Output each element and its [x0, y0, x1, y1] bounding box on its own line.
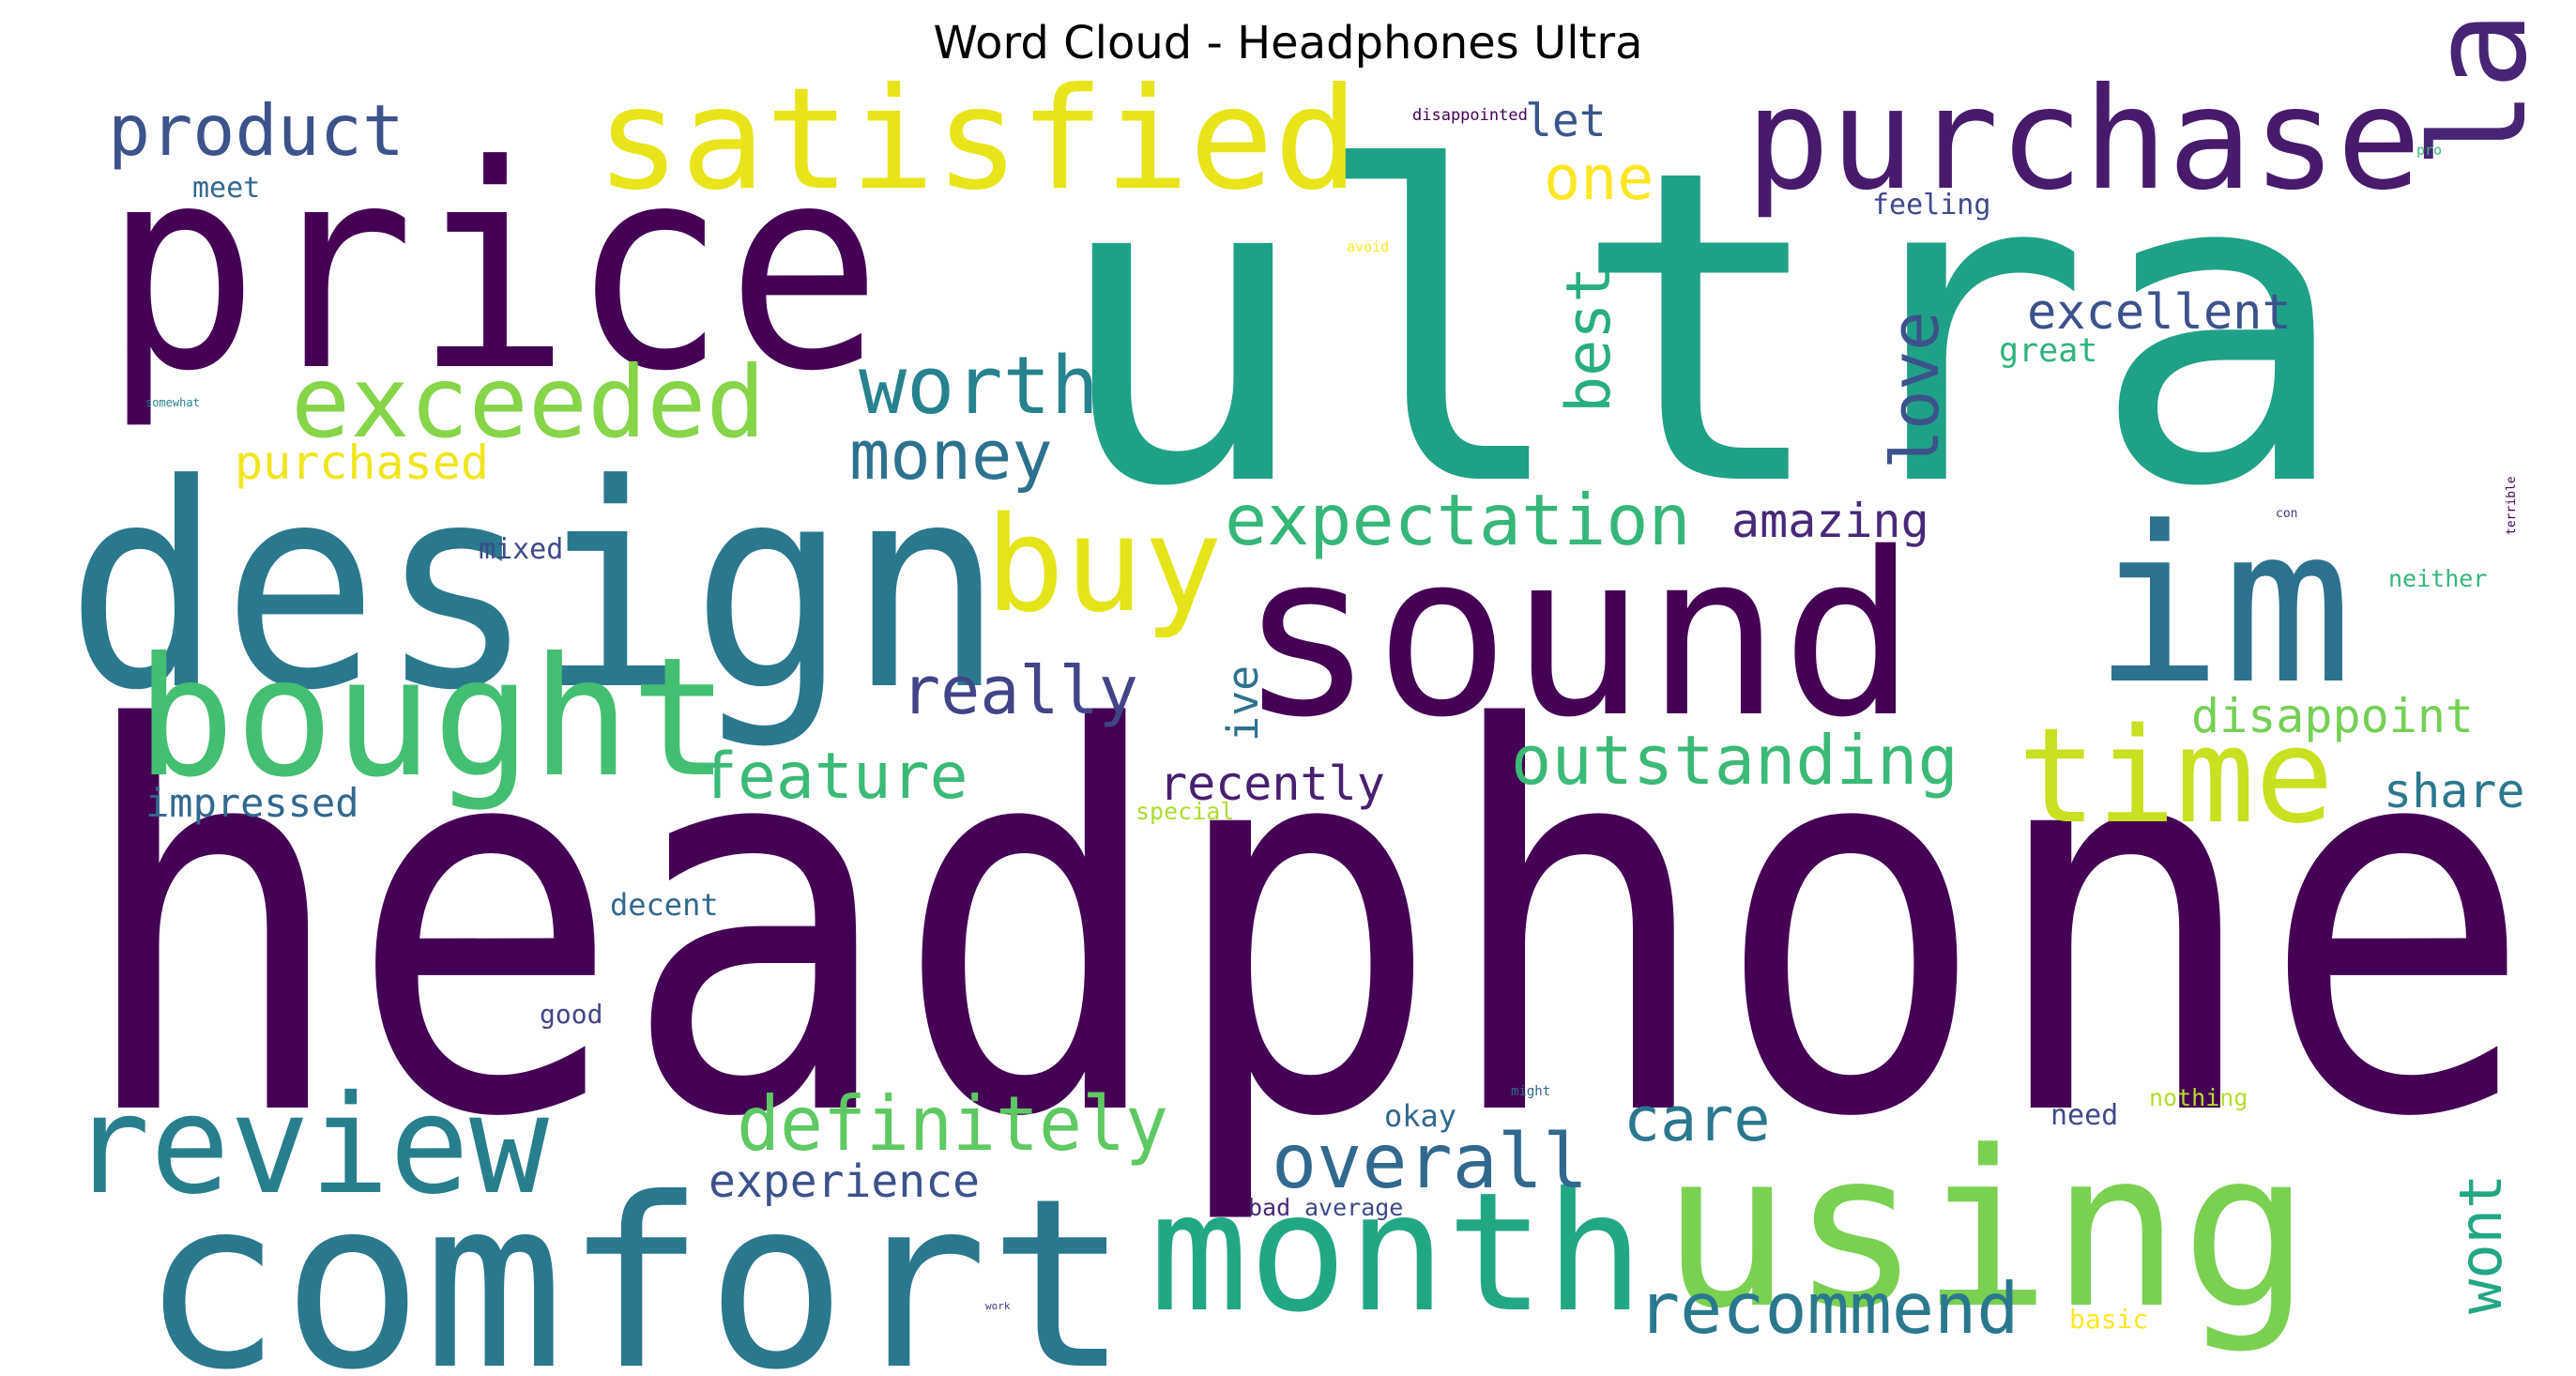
word-let: let — [1525, 95, 1607, 147]
word-average: average — [1304, 1194, 1403, 1221]
word-product: product — [108, 89, 404, 172]
word-excellent: excellent — [2027, 284, 2292, 341]
word-using: using — [1661, 1106, 2310, 1356]
word-love: love — [1877, 311, 1954, 469]
word-care: care — [1623, 1085, 1771, 1155]
word-best: best — [1554, 266, 1624, 413]
chart-title: Word Cloud - Headphones Ultra — [933, 17, 1643, 69]
word-share: share — [2384, 764, 2525, 818]
word-avoid: avoid — [1347, 238, 1389, 255]
word-okay: okay — [1384, 1098, 1456, 1134]
word-disappointed: disappointed — [1412, 106, 1528, 125]
word-terrible: terrible — [2505, 476, 2519, 535]
word-feature: feature — [699, 740, 968, 814]
word-recommend: recommend — [1638, 1267, 2019, 1350]
word-expectation: expectation — [1225, 479, 1691, 561]
word-review: review — [70, 1066, 550, 1225]
word-meet: meet — [192, 172, 260, 205]
word-definitely: definitely — [737, 1080, 1168, 1168]
word-recently: recently — [1159, 757, 1385, 811]
word-headphone: headphone — [75, 620, 2534, 1232]
word-last: last — [2403, 0, 2556, 169]
word-money: money — [849, 416, 1053, 495]
word-overall: overall — [1272, 1118, 1588, 1205]
word-con: con — [2276, 507, 2297, 521]
word-decent: decent — [610, 887, 719, 923]
word-wont: wont — [2446, 1174, 2515, 1314]
word-exceeded: exceeded — [291, 345, 766, 460]
word-design: design — [66, 424, 1004, 752]
word-great: great — [1999, 332, 2097, 370]
word-buy: buy — [985, 489, 1223, 642]
word-pro: pro — [2416, 142, 2442, 159]
word-satisfied: satisfied — [596, 58, 1359, 222]
word-purchase: purchase — [1745, 58, 2421, 222]
word-impressed: impressed — [145, 780, 359, 826]
word-good: good — [540, 999, 602, 1030]
word-comfort: comfort — [141, 1148, 1130, 1376]
word-bad: bad — [1248, 1194, 1290, 1221]
word-mixed: mixed — [479, 533, 563, 566]
word-time: time — [2018, 700, 2334, 853]
word-really: really — [901, 652, 1138, 729]
word-worth: worth — [859, 340, 1099, 433]
word-amazing: amazing — [1731, 494, 1929, 548]
word-one: one — [1544, 144, 1654, 214]
word-need: need — [2050, 1099, 2118, 1132]
word-disappoint: disappoint — [2191, 689, 2474, 743]
word-sound: sound — [1239, 504, 1916, 767]
word-somewhat: somewhat — [145, 396, 200, 409]
word-experience: experience — [709, 1155, 980, 1208]
word-ultra: ultra — [1051, 79, 2351, 581]
word-im: im — [2093, 482, 2353, 732]
word-neither: neither — [2388, 565, 2487, 592]
word-bought: bought — [136, 623, 729, 814]
word-month: month — [1150, 1158, 1644, 1349]
word-ive: ive — [1218, 665, 1268, 742]
word-price: price — [103, 105, 882, 433]
word-feeling: feeling — [1872, 189, 1990, 222]
word-nothing: nothing — [2149, 1084, 2248, 1111]
word-basic: basic — [2069, 1304, 2148, 1335]
word-special: special — [1136, 798, 1234, 825]
word-might: might — [1511, 1084, 1550, 1099]
word-work: work — [985, 1300, 1011, 1312]
word-outstanding: outstanding — [1511, 721, 1959, 800]
word-purchased: purchased — [235, 436, 489, 490]
